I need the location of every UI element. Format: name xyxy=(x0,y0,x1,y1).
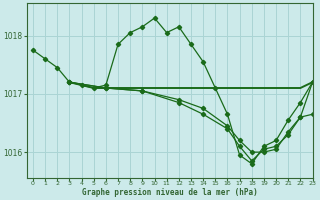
X-axis label: Graphe pression niveau de la mer (hPa): Graphe pression niveau de la mer (hPa) xyxy=(82,188,258,197)
